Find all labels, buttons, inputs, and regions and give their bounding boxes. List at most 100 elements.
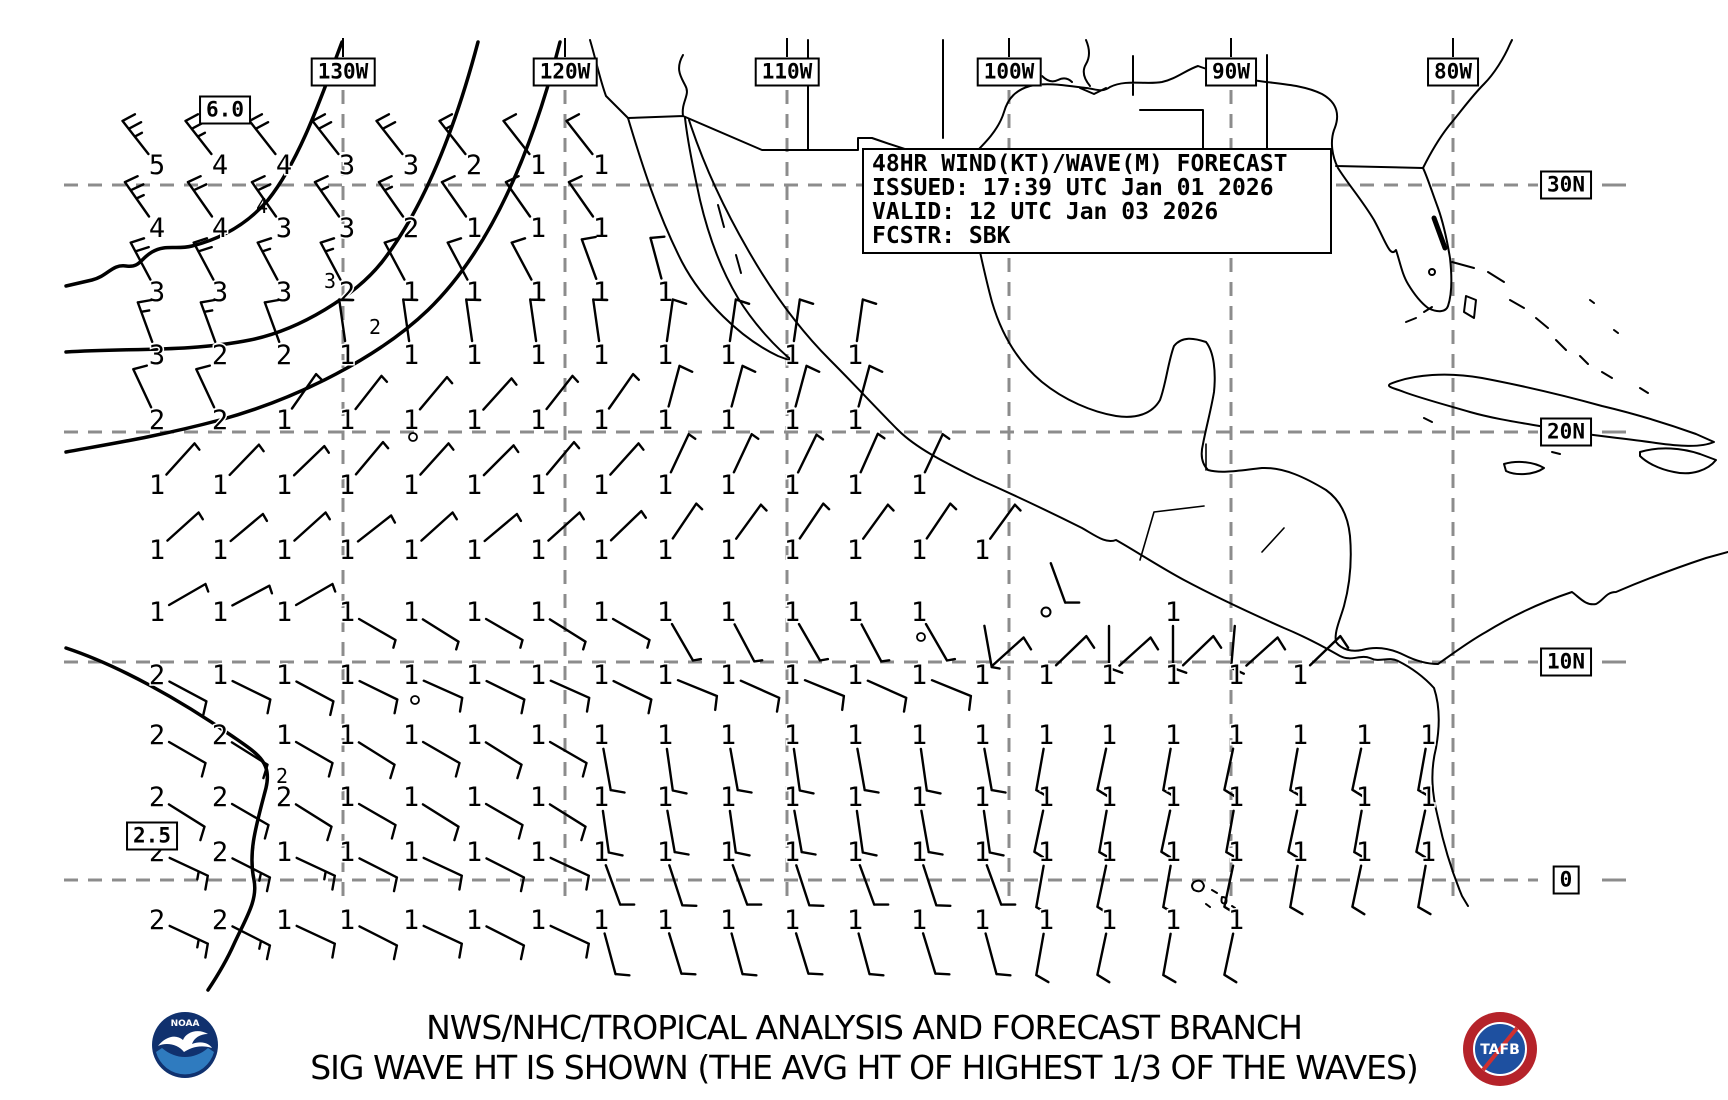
lon-label-90W: 90W — [1205, 57, 1257, 87]
wave-height-value: 1 — [339, 837, 355, 868]
coastline-baja — [627, 117, 795, 363]
wind-barb — [983, 747, 1007, 794]
contour-3m — [64, 40, 480, 354]
wave-height-value: 1 — [403, 597, 419, 628]
wind-barb — [1417, 864, 1432, 916]
wind-barb — [1162, 864, 1177, 916]
wave-height-value: 1 — [403, 837, 419, 868]
wave-height-value: 1 — [657, 535, 673, 566]
wind-barb — [1181, 634, 1223, 667]
wind-barb — [795, 864, 825, 907]
wave-height-value: 1 — [593, 782, 609, 813]
wave-height-value: 1 — [847, 782, 863, 813]
wave-height-value: 1 — [403, 782, 419, 813]
wind-barb — [484, 741, 523, 780]
wave-height-value: 1 — [720, 660, 736, 691]
contour-label-2-3: 2 — [368, 315, 382, 339]
cape-canaveral-mark — [1431, 215, 1448, 251]
wind-barb — [421, 803, 460, 842]
wind-barb — [295, 924, 336, 959]
wind-barb — [1096, 864, 1111, 916]
wave-height-value: 1 — [1101, 905, 1117, 936]
coastline-cuba — [1388, 373, 1715, 447]
wind-barb — [484, 802, 524, 840]
wind-barb — [794, 932, 824, 976]
wind-barb — [419, 442, 455, 476]
wind-barb — [313, 175, 341, 218]
wave-height-value: 1 — [403, 660, 419, 691]
lon-label-130W: 130W — [310, 57, 376, 87]
wind-barb — [548, 803, 587, 842]
wind-barb — [311, 113, 340, 156]
wind-barb — [230, 802, 270, 840]
wave-height-value: 1 — [1356, 782, 1372, 813]
wave-height-value: 1 — [847, 405, 863, 436]
wave-height-value: 1 — [1292, 782, 1308, 813]
wind-barb — [377, 175, 405, 218]
wind-barb — [1035, 747, 1050, 799]
wind-barb — [195, 364, 216, 409]
wave-height-value: 2 — [149, 720, 165, 751]
wind-barb — [796, 433, 825, 474]
wind-barb — [357, 802, 397, 840]
wave-height-value: 1 — [530, 277, 546, 308]
wave-height-value: 1 — [1038, 660, 1054, 691]
wave-height-value: 1 — [847, 597, 863, 628]
wind-barb — [1223, 747, 1238, 799]
wave-height-value: 1 — [530, 535, 546, 566]
wind-barb — [192, 237, 215, 281]
wave-height-value: 1 — [974, 535, 990, 566]
wind-barb — [248, 113, 277, 156]
wave-height-value: 2 — [212, 782, 228, 813]
wave-height-value: 1 — [657, 837, 673, 868]
wave-height-value: 1 — [784, 597, 800, 628]
wave-height-value: 1 — [276, 660, 292, 691]
wind-barb — [607, 372, 640, 410]
wind-barb — [1225, 809, 1240, 861]
lon-label-80W: 80W — [1427, 57, 1479, 87]
wind-barb — [921, 932, 951, 976]
wind-barb — [231, 925, 272, 961]
border-central-america — [1139, 443, 1285, 561]
wave-height-value: 1 — [1038, 837, 1054, 868]
lake-okeechobee — [1428, 268, 1436, 276]
wave-height-value: 4 — [276, 150, 292, 181]
wave-height-value: 1 — [974, 837, 990, 868]
contour-label-boxed-6.0: 6.0 — [199, 95, 251, 125]
wave-height-value: 3 — [403, 150, 419, 181]
wave-height-value: 1 — [720, 405, 736, 436]
wave-height-value: 1 — [530, 150, 546, 181]
wind-barb — [358, 857, 399, 893]
wind-barb — [422, 856, 463, 891]
wave-height-value: 1 — [784, 405, 800, 436]
wind-barb — [1287, 809, 1302, 861]
wind-barb — [922, 864, 952, 907]
wave-height-value: 2 — [212, 405, 228, 436]
wind-barb — [229, 512, 269, 543]
wave-height-value: 1 — [1165, 660, 1181, 691]
wind-barb — [549, 856, 590, 891]
wind-barb — [129, 237, 152, 281]
wave-height-value: 1 — [911, 597, 927, 628]
wave-height-value: 1 — [212, 660, 228, 691]
info-fcstr: FCSTR: SBK — [872, 223, 1011, 249]
wave-height-value: 1 — [657, 470, 673, 501]
wind-barb — [383, 237, 406, 281]
wave-height-value: 1 — [212, 470, 228, 501]
wave-height-value: 1 — [403, 405, 419, 436]
wind-barb — [402, 298, 419, 343]
wave-height-value: 2 — [149, 782, 165, 813]
wave-height-value: 1 — [339, 535, 355, 566]
wind-barb — [545, 440, 581, 476]
wind-barb — [295, 856, 336, 891]
wind-barb — [665, 298, 688, 343]
wind-barb — [670, 622, 703, 662]
wave-height-value: 1 — [847, 837, 863, 868]
wave-height-value: 1 — [593, 905, 609, 936]
wave-height-value: 1 — [974, 720, 990, 751]
wind-barb — [136, 298, 154, 343]
wave-height-value: 1 — [1165, 782, 1181, 813]
wind-barb — [167, 740, 207, 778]
